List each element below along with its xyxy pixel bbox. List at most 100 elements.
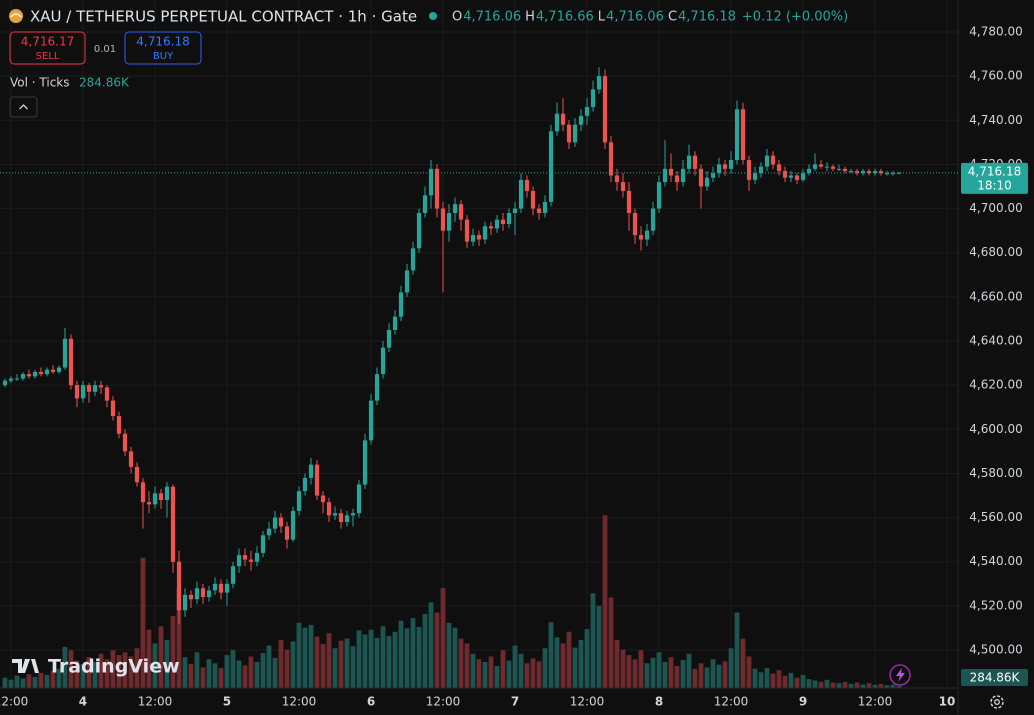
volume-bar	[464, 643, 470, 688]
candle-body	[794, 175, 800, 180]
candle-body	[140, 482, 146, 503]
candle-body	[476, 235, 482, 240]
volume-bar	[554, 637, 560, 688]
candle-body	[98, 385, 104, 388]
volume-bar	[782, 675, 788, 688]
candle-body	[830, 166, 836, 169]
candle-body	[170, 486, 176, 562]
candle-body	[428, 168, 434, 196]
candle-body	[734, 109, 740, 161]
buy-button[interactable]	[124, 31, 202, 65]
candle-body	[278, 517, 284, 527]
volume-bar	[818, 681, 824, 688]
candle-body	[464, 219, 470, 242]
volume-bar	[332, 648, 338, 688]
volume-bar	[188, 664, 194, 688]
candle-body	[224, 583, 230, 593]
y-tick-label: 4,580.00	[969, 466, 1022, 480]
x-tick-label: 6	[367, 695, 375, 709]
volume-bar	[500, 650, 506, 688]
legend-value: 4,716.06	[606, 10, 664, 25]
volume-bar	[38, 672, 44, 688]
candle-body	[650, 208, 656, 231]
candle-body	[230, 566, 236, 584]
candle-body	[158, 493, 164, 500]
volume-bar	[734, 612, 740, 688]
candle-body	[644, 230, 650, 240]
candle-body	[2, 380, 8, 386]
volume-bar	[806, 679, 812, 688]
volume-bar	[236, 660, 242, 688]
x-tick-label: 9	[799, 695, 807, 709]
candle-body	[236, 555, 242, 567]
candle-body	[548, 131, 554, 202]
volume-bar	[446, 622, 452, 688]
candle-body	[848, 171, 854, 173]
candle-body	[668, 168, 674, 176]
volume-bar	[170, 616, 176, 688]
volume-bar	[506, 660, 512, 688]
volume-bar	[296, 622, 302, 688]
y-tick-label: 4,560.00	[969, 510, 1022, 524]
volume-bar	[530, 658, 536, 688]
volume-bar	[182, 657, 188, 688]
last-price-label: 4,716.18	[968, 164, 1021, 178]
volume-bar	[56, 668, 62, 688]
volume-bar	[308, 624, 314, 688]
volume-bar	[110, 650, 116, 688]
volume-bar	[698, 663, 704, 688]
collapse-button[interactable]	[9, 96, 38, 118]
candle-body	[746, 160, 752, 180]
volume-bar	[770, 673, 776, 688]
candle-body	[488, 226, 494, 229]
candle-body	[248, 559, 254, 562]
candle-body	[86, 385, 92, 392]
alert-button[interactable]	[889, 664, 911, 686]
volume-title: Vol · Ticks	[10, 76, 70, 90]
volume-bar	[488, 656, 494, 688]
candle-body	[386, 329, 392, 348]
volume-bar	[362, 634, 368, 688]
volume-bar	[704, 667, 710, 688]
volume-bar	[512, 645, 518, 688]
candle-body	[632, 212, 638, 236]
candle-body	[602, 76, 608, 143]
volume-bar	[776, 670, 782, 688]
volume-label-box	[961, 669, 1028, 687]
countdown-label: 18:10	[977, 178, 1012, 192]
volume-bar	[830, 682, 836, 688]
volume-bar	[200, 667, 206, 688]
volume-axis-label: 284.86K	[970, 671, 1021, 685]
candle-body	[800, 173, 806, 180]
candle-body	[596, 76, 602, 90]
volume-bar	[92, 661, 98, 688]
sell-button[interactable]	[9, 31, 86, 65]
y-tick-label: 4,540.00	[969, 554, 1022, 568]
volume-bar	[638, 650, 644, 688]
volume-bar	[662, 661, 668, 688]
candle-body	[836, 168, 842, 170]
market-status[interactable]	[429, 12, 437, 20]
candle-body	[542, 201, 548, 213]
settings-button[interactable]	[990, 695, 1004, 709]
candle-body	[620, 182, 626, 191]
legend-value: 4,716.66	[536, 10, 594, 25]
volume-bar	[650, 657, 656, 688]
candle-body	[686, 155, 692, 169]
volume-bar	[116, 655, 122, 688]
volume-bar	[104, 659, 110, 688]
volume-bar	[572, 647, 578, 688]
volume-bar	[266, 645, 272, 688]
volume-bar	[614, 640, 620, 688]
volume-bar	[836, 683, 842, 688]
volume-bar	[626, 655, 632, 688]
volume-bar	[152, 643, 158, 688]
volume-bar	[560, 643, 566, 688]
volume-bar	[620, 649, 626, 688]
candle-body	[164, 486, 170, 500]
candle-body	[782, 171, 788, 178]
candle-body	[584, 107, 590, 116]
candle-body	[146, 502, 152, 505]
volume-bar	[146, 629, 152, 688]
volume-bar	[728, 648, 734, 688]
